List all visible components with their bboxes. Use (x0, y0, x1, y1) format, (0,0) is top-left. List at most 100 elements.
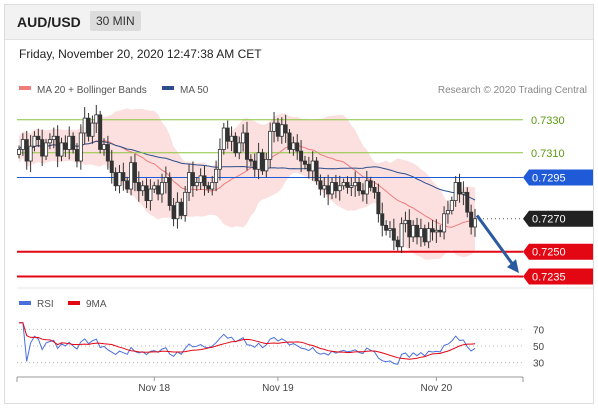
candle (237, 136, 242, 160)
candle-body-up (20, 139, 25, 150)
candle (426, 222, 431, 249)
candle-body-down (295, 142, 300, 152)
candle (453, 176, 458, 207)
candle-body-down (248, 158, 253, 162)
candle-body-down (287, 132, 292, 150)
candlesticks (16, 104, 477, 254)
level-07295-badge (523, 169, 593, 186)
candle-body-down (98, 114, 103, 150)
candle-body-down (357, 182, 362, 192)
candle-body-up (353, 182, 358, 187)
candle (156, 179, 161, 201)
candle-body-down (422, 228, 427, 243)
candle (418, 218, 423, 247)
candle-body-up (399, 223, 404, 248)
candle (445, 200, 450, 224)
legend-swatch-ma50 (162, 86, 174, 90)
candle-body-down (372, 187, 377, 193)
price-chart: MA 20 + Bollinger Bands MA 50 Research ©… (16, 85, 593, 394)
source-credit: Research © 2020 Trading Central (438, 85, 587, 96)
candle (233, 132, 238, 157)
candle-body-down (306, 163, 311, 172)
candle (183, 186, 188, 222)
time-axis: Nov 18 Nov 19 Nov 20 (16, 376, 524, 394)
candle-body-up (403, 219, 408, 225)
candle-body-up (268, 130, 273, 160)
candle-body-up (322, 185, 327, 190)
candle-body-down (302, 160, 307, 165)
candle-body-down (376, 191, 381, 215)
timeframe-badge[interactable]: 30 MIN (90, 11, 141, 31)
candle-body-up (90, 122, 95, 137)
candle (225, 120, 230, 149)
rsi-level-label-50: 50 (533, 342, 545, 353)
candle (202, 165, 207, 196)
forecast-arrow (475, 214, 519, 274)
candle-body-down (252, 160, 257, 170)
candle-body-up (175, 201, 180, 220)
candle (140, 180, 145, 196)
candle (221, 122, 226, 155)
candle-body-up (47, 139, 52, 144)
candle (306, 156, 311, 179)
candle (372, 181, 377, 199)
candle-body-down (40, 139, 45, 157)
candle (78, 124, 83, 170)
candle-body-up (418, 228, 423, 238)
candle-body-up (330, 182, 335, 195)
candle-body-down (345, 182, 350, 188)
candle (256, 142, 261, 180)
candle (217, 138, 222, 181)
candle (322, 177, 327, 198)
candle (171, 198, 176, 227)
candle-body-down (63, 142, 68, 150)
candle (194, 177, 199, 191)
candle-body-up (461, 191, 466, 195)
candle (32, 131, 37, 152)
candle-body-up (44, 142, 49, 157)
candle-body-up (59, 142, 64, 157)
candle (283, 114, 288, 143)
forecast-arrow-shaft (475, 214, 516, 268)
candle (314, 157, 319, 185)
candle-body-up (198, 175, 203, 183)
x-tick-label: Nov 19 (262, 383, 294, 394)
candle (129, 156, 134, 196)
candle-body-down (156, 185, 161, 195)
rsi-panel: 70 50 30 (17, 322, 545, 370)
candle-body-up (387, 228, 392, 231)
candle (457, 173, 462, 203)
legend-rsi-label: RSI (37, 299, 54, 310)
candle (198, 168, 203, 190)
candle-body-up (434, 229, 439, 233)
candle (125, 176, 130, 194)
candle-body-up (67, 135, 72, 150)
candle (47, 133, 52, 150)
candle-body-down (132, 162, 137, 183)
candle (333, 174, 338, 199)
candle (90, 115, 95, 144)
candle-body-up (472, 218, 477, 228)
level-07270-label: 0.7270 (532, 214, 566, 226)
candle (117, 165, 122, 194)
candle (403, 211, 408, 233)
candle-body-up (140, 185, 145, 192)
main-legend: MA 20 + Bollinger Bands MA 50 Research ©… (19, 85, 587, 96)
candle-body-down (105, 144, 110, 162)
pair-title: AUD/USD (17, 14, 81, 30)
candle-body-up (272, 122, 277, 132)
candle-body-up (51, 135, 56, 140)
candle (411, 220, 416, 243)
candle (82, 107, 87, 145)
candle (299, 140, 304, 173)
candle-body-down (86, 117, 91, 137)
candle-body-up (256, 152, 261, 170)
rsi-line (19, 322, 476, 365)
candle (229, 126, 234, 152)
candle (472, 208, 477, 237)
candle-body-down (113, 172, 118, 187)
candle (175, 192, 180, 229)
legend-swatch-rsi (19, 301, 31, 305)
bollinger-band (19, 108, 475, 260)
candle (86, 112, 91, 142)
